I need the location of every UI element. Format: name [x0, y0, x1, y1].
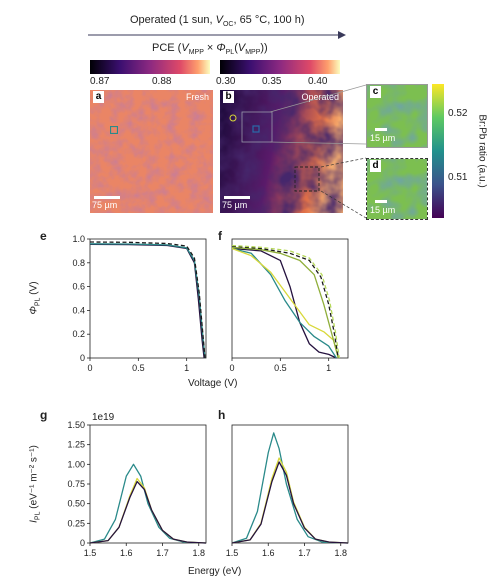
- chart-g-ytick-label: 0.75: [67, 479, 85, 489]
- panel-a-tag: Fresh: [185, 92, 209, 102]
- pce-title: PCE (VMPP × ΦPL(VMPP)): [152, 42, 268, 57]
- chart-e-frame: [89, 238, 207, 359]
- g-exponent: 1e19: [92, 412, 115, 423]
- chart-g-ytick-label: 0.50: [67, 499, 85, 509]
- chart-e-ytick-label: 0.6: [72, 282, 85, 292]
- panel-b-scale-label: 75 µm: [222, 200, 248, 210]
- panel-c-letter: c: [370, 86, 381, 98]
- panel-a-roi-marker: [110, 126, 118, 134]
- pce-colorbar-operated: [220, 60, 340, 74]
- ratio-tick-051: 0.51: [448, 172, 468, 183]
- inset-connectors: [270, 84, 367, 219]
- panel-a-scale-label: 75 µm: [92, 200, 118, 210]
- chart-g-xtick-label: 1.5: [84, 548, 97, 558]
- panel-a-scalebar: [94, 196, 120, 199]
- chart-g-ytick-label: 0.25: [67, 518, 85, 528]
- panel-d-scalebar: [375, 200, 387, 203]
- panel-b-markers: [229, 111, 320, 192]
- chart-g-xtick-label: 1.6: [120, 548, 133, 558]
- e-xlabel: Voltage (V): [188, 378, 238, 389]
- chart-f-xtick-label: 0.5: [274, 363, 287, 373]
- pce-tick-087: 0.87: [90, 76, 110, 87]
- chart-h-frame: [231, 424, 349, 544]
- panel-a-letter: a: [93, 91, 104, 103]
- chart-g-xtick-label: 1.8: [192, 548, 205, 558]
- chart-g-ytick-label: 1.50: [67, 420, 85, 430]
- chart-e-ytick-label: 0.8: [72, 258, 85, 268]
- panel-d-letter: d: [370, 160, 381, 172]
- ratio-colorbar: [432, 84, 444, 218]
- pce-colorbar-fresh: [90, 60, 210, 74]
- chart-e-ytick-label: 0.2: [72, 329, 85, 339]
- chart-e-xtick-label: 0.5: [132, 363, 145, 373]
- chart-h-series-0: [231, 432, 349, 544]
- chart-h-series-2: [231, 461, 349, 544]
- chart-e-series-2: [89, 241, 206, 359]
- chart-e-ytick-label: 0: [80, 353, 85, 363]
- chart-f-xtick-label: 0: [229, 363, 234, 373]
- chart-e-xtick-label: 0: [87, 363, 92, 373]
- chart-g-frame: [89, 424, 207, 544]
- panel-b-tag: Operated: [301, 92, 339, 102]
- panel-c-scale-label: 15 µm: [370, 133, 396, 143]
- chart-f-series-5: [231, 244, 340, 359]
- panel-c-scalebar: [375, 128, 387, 131]
- chart-g-xtick-label: 1.7: [156, 548, 169, 558]
- pce-tick-030: 0.30: [216, 76, 236, 87]
- chart-f-series-3: [231, 246, 339, 359]
- chart-f-series-2: [231, 247, 339, 359]
- panel-f-letter: f: [218, 229, 222, 243]
- panel-g-letter: g: [40, 408, 48, 422]
- chart-g-series-2: [89, 480, 207, 544]
- g-xlabel: Energy (eV): [188, 566, 242, 577]
- chart-f-series-1: [231, 247, 337, 359]
- panel-b-scalebar: [224, 196, 250, 199]
- panel-d-map: d 15 µm: [366, 158, 428, 220]
- panel-e-letter: e: [40, 229, 47, 243]
- chart-e-xtick-label: 1: [184, 363, 189, 373]
- chart-e-series-0: [89, 243, 205, 359]
- panel-c-map: c 15 µm: [366, 84, 428, 148]
- chart-h-xtick-label: 1.8: [334, 548, 347, 558]
- panel-b-map: b Operated 75 µm: [220, 90, 343, 213]
- chart-e-ytick-label: 0.4: [72, 305, 85, 315]
- chart-h-xtick-label: 1.5: [226, 548, 239, 558]
- chart-f-xtick-label: 1: [326, 363, 331, 373]
- chart-g-ytick-label: 1.25: [67, 440, 85, 450]
- pce-tick-035: 0.35: [262, 76, 282, 87]
- chart-g-series-0: [89, 463, 207, 544]
- pce-tick-040: 0.40: [308, 76, 328, 87]
- e-ylabel: ΦPL (V): [28, 281, 42, 315]
- chart-g-ytick-label: 1.00: [67, 459, 85, 469]
- chart-e-series-1: [89, 243, 206, 359]
- chart-h-xtick-label: 1.7: [298, 548, 311, 558]
- operated-title: Operated (1 sun, VOC, 65 °C, 100 h): [130, 14, 305, 29]
- operated-arrow: [88, 31, 346, 39]
- chart-h-xtick-label: 1.6: [262, 548, 275, 558]
- panel-a-map: a Fresh 75 µm: [90, 90, 213, 213]
- chart-f-frame: [231, 238, 349, 359]
- ratio-tick-052: 0.52: [448, 108, 468, 119]
- panel-d-scale-label: 15 µm: [370, 205, 396, 215]
- chart-e-ytick-label: 1.0: [72, 234, 85, 244]
- chart-g-ytick-label: 0: [80, 538, 85, 548]
- panel-b-letter: b: [223, 91, 234, 103]
- pce-tick-088: 0.88: [152, 76, 172, 87]
- panel-h-letter: h: [218, 408, 226, 422]
- chart-f-series-4: [231, 245, 339, 359]
- g-ylabel: IPL (eV⁻¹ m⁻² s⁻¹): [28, 445, 42, 523]
